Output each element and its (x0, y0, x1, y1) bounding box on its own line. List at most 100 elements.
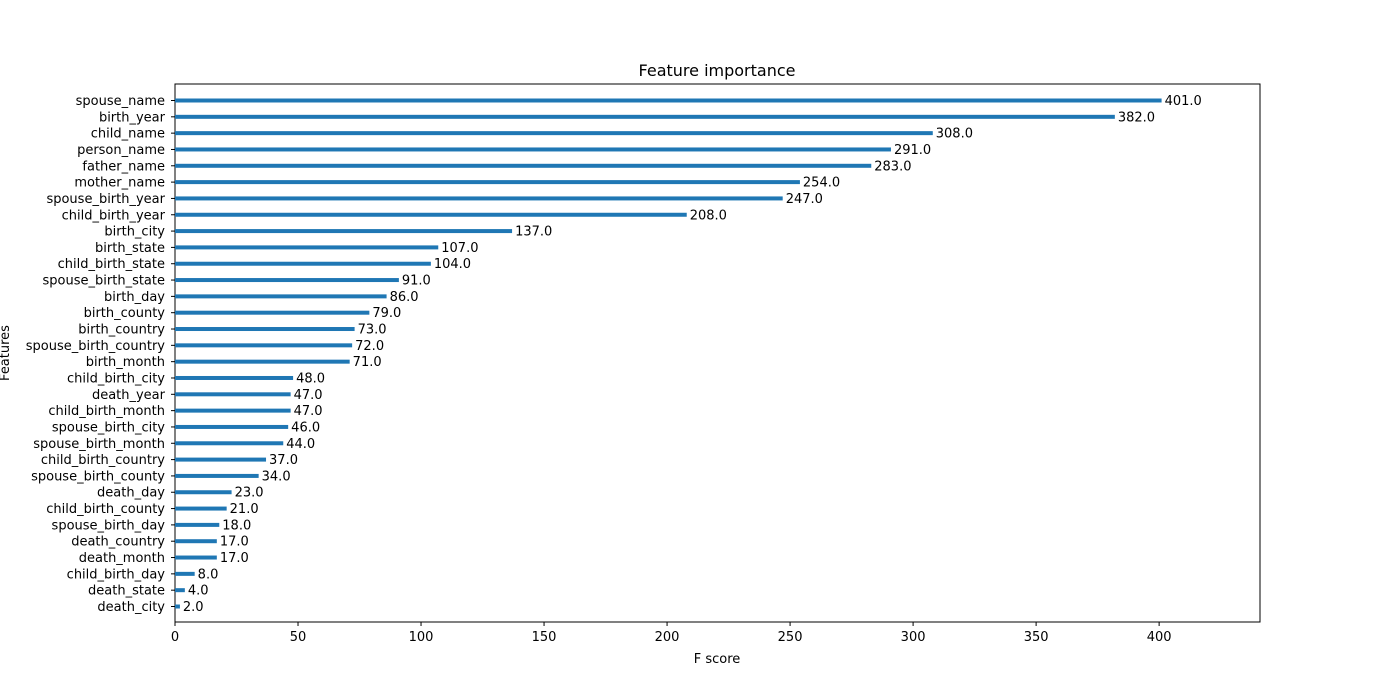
bar (175, 310, 370, 315)
bar (175, 555, 217, 560)
y-tick-label: birth_state (95, 241, 165, 256)
y-tick-label: birth_year (99, 110, 166, 125)
x-tick-label: 100 (409, 630, 434, 645)
y-tick-label: child_birth_month (48, 404, 165, 419)
y-tick-label: birth_county (84, 306, 166, 321)
x-tick-label: 250 (778, 630, 803, 645)
data-label: 71.0 (353, 355, 382, 370)
data-label: 17.0 (220, 535, 249, 550)
bar (175, 408, 291, 413)
bar (175, 375, 294, 380)
plot-frame (174, 83, 1261, 623)
bar (175, 163, 872, 168)
y-tick-label: birth_country (78, 323, 165, 338)
bar (175, 98, 1162, 103)
data-label: 4.0 (188, 584, 209, 599)
data-label: 18.0 (222, 518, 251, 533)
y-tick-label: child_name (91, 127, 165, 142)
data-label: 291.0 (894, 143, 931, 158)
y-tick-label: spouse_name (76, 94, 165, 109)
data-label: 48.0 (296, 371, 325, 386)
y-tick-label: death_month (79, 551, 165, 566)
y-tick-label: death_country (71, 535, 165, 550)
data-label: 2.0 (183, 600, 204, 615)
bar (175, 490, 232, 495)
bar (175, 392, 291, 397)
y-tick-label: child_birth_year (62, 208, 166, 223)
y-tick-label: spouse_birth_country (26, 339, 166, 354)
y-tick-label: birth_city (104, 225, 165, 240)
bar (175, 261, 431, 266)
data-label: 8.0 (198, 567, 219, 582)
y-tick-label: spouse_birth_year (46, 192, 165, 207)
y-tick-label: death_year (92, 388, 166, 403)
data-label: 17.0 (220, 551, 249, 566)
data-label: 47.0 (294, 388, 323, 403)
y-tick-label: spouse_birth_month (33, 437, 165, 452)
x-tick-label: 350 (1024, 630, 1049, 645)
data-label: 73.0 (358, 323, 387, 338)
bar (175, 424, 289, 429)
bar (175, 278, 399, 283)
y-tick-label: person_name (77, 143, 165, 158)
bar (175, 294, 387, 299)
x-tick-label: 400 (1147, 630, 1172, 645)
data-label: 44.0 (286, 437, 315, 452)
data-label: 208.0 (690, 208, 727, 223)
data-label: 91.0 (402, 274, 431, 289)
y-tick-label: spouse_birth_county (31, 469, 165, 484)
data-label: 21.0 (230, 502, 259, 517)
bar (175, 473, 259, 478)
x-tick-label: 150 (532, 630, 557, 645)
y-tick-label: spouse_birth_state (43, 274, 165, 289)
bar (175, 180, 800, 185)
y-tick-label: child_birth_city (67, 371, 165, 386)
chart-title: Feature importance (639, 61, 796, 80)
bar (175, 522, 220, 527)
data-label: 382.0 (1118, 110, 1155, 125)
bar (175, 539, 217, 544)
bar (175, 196, 783, 201)
bar (175, 212, 687, 217)
bar (175, 147, 891, 152)
data-label: 107.0 (441, 241, 478, 256)
data-label: 308.0 (936, 127, 973, 142)
bar (175, 114, 1115, 119)
y-tick-label: death_day (97, 486, 165, 501)
x-tick-label: 50 (290, 630, 307, 645)
x-tick-label: 200 (655, 630, 680, 645)
y-tick-label: spouse_birth_day (52, 518, 166, 533)
data-label: 86.0 (390, 290, 419, 305)
data-label: 104.0 (434, 257, 471, 272)
data-label: 283.0 (874, 159, 911, 174)
bar (175, 229, 513, 234)
x-tick-label: 300 (901, 630, 926, 645)
data-label: 254.0 (803, 176, 840, 191)
bar (175, 131, 933, 136)
data-label: 37.0 (269, 453, 298, 468)
bar (175, 506, 227, 511)
y-tick-label: birth_month (86, 355, 165, 370)
y-tick-label: death_city (97, 600, 165, 615)
bar (175, 441, 284, 446)
x-tick-label: 0 (171, 630, 179, 645)
data-label: 47.0 (294, 404, 323, 419)
data-label: 401.0 (1165, 94, 1202, 109)
y-tick-label: mother_name (74, 176, 165, 191)
y-tick-label: child_birth_state (58, 257, 165, 272)
y-tick-label: death_state (88, 584, 165, 599)
bar (175, 604, 180, 609)
data-label: 247.0 (786, 192, 823, 207)
data-label: 79.0 (372, 306, 401, 321)
y-axis-label: Features (0, 325, 13, 381)
plot-area: spouse_name 401.0 birth_year 382.0 child_nam… (26, 83, 1261, 645)
y-tick-label: child_birth_day (67, 567, 166, 582)
bar (175, 588, 185, 593)
bar (175, 327, 355, 332)
bar (175, 245, 439, 250)
bar (175, 359, 350, 364)
bar (175, 343, 353, 348)
data-label: 137.0 (515, 225, 552, 240)
